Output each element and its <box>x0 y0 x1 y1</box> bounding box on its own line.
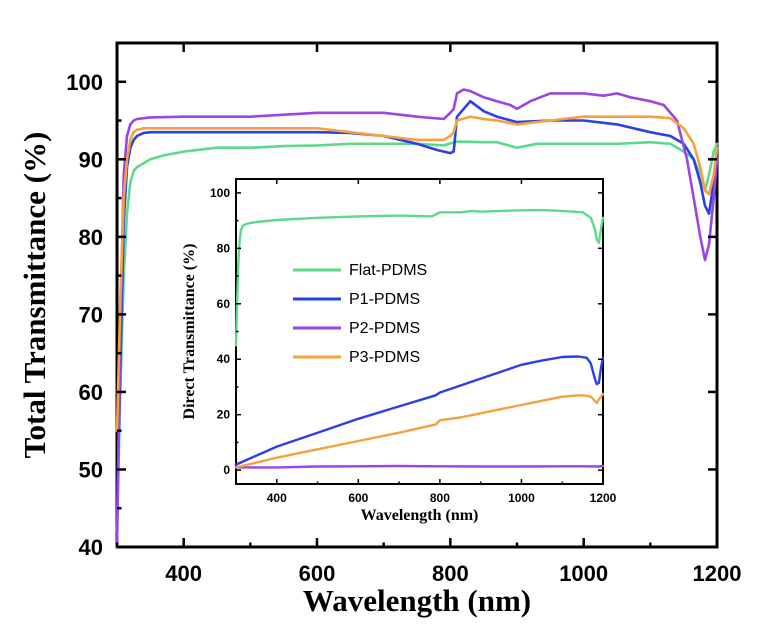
main-series-line-p2-pdms <box>115 88 719 549</box>
inset-plot-frame <box>235 178 604 485</box>
main-y-tick-label: 60 <box>79 380 103 405</box>
inset-y-tick-label: 40 <box>217 352 231 366</box>
inset-y-axis-title: Direct Transmittance (%) <box>181 244 198 420</box>
main-y-tick-label: 70 <box>79 302 103 327</box>
main-series-line-p3-pdms <box>115 115 719 432</box>
main-y-tick-label: 100 <box>66 70 103 95</box>
inset-x-tick-label: 1000 <box>508 491 535 505</box>
main-y-tick-label: 80 <box>79 225 103 250</box>
inset-x-tick-label: 600 <box>348 491 368 505</box>
legend-label-flat-pdms: Flat-PDMS <box>349 262 427 279</box>
main-y-axis-title: Total Transmittance (%) <box>17 132 52 459</box>
main-y-tick-label: 40 <box>79 535 103 560</box>
legend-label-p1-pdms: P1-PDMS <box>349 291 420 308</box>
main-y-tick-label: 50 <box>79 457 103 482</box>
legend-label-p2-pdms: P2-PDMS <box>349 320 420 337</box>
inset-series-line-flat-pdms <box>234 208 605 347</box>
main-x-tick-label: 800 <box>432 561 469 586</box>
main-x-tick-label: 1000 <box>559 561 608 586</box>
inset-y-tick-label: 100 <box>210 186 230 200</box>
inset-y-tick-label: 80 <box>217 241 231 255</box>
main-x-tick-label: 1200 <box>693 561 742 586</box>
legend-label-p3-pdms: P3-PDMS <box>349 349 420 366</box>
inset-x-tick-label: 400 <box>267 491 287 505</box>
inset-y-tick-label: 20 <box>217 408 231 422</box>
inset-plot: 400 600 800 1000 1200 0 20 40 60 80 100 Wavelength … <box>181 178 617 524</box>
inset-x-tick-label: 1200 <box>590 491 617 505</box>
inset-y-tick-label: 0 <box>223 463 230 477</box>
inset-legend: Flat-PDMS P1-PDMS P2-PDMS P3-PDMS <box>293 262 427 366</box>
main-series-line-p1-pdms <box>115 99 719 518</box>
inset-series-line-p1-pdms <box>234 355 605 466</box>
main-y-tick-label: 90 <box>79 147 103 172</box>
inset-series-line-p2-pdms <box>234 464 605 469</box>
inset-y-tick-label: 60 <box>217 297 231 311</box>
inset-x-axis-title: Wavelength (nm) <box>361 507 479 524</box>
main-x-tick-label: 600 <box>299 561 336 586</box>
main-x-axis-title: Wavelength (nm) <box>303 583 531 618</box>
inset-x-tick-label: 800 <box>430 491 450 505</box>
main-x-tick-label: 400 <box>165 561 202 586</box>
inset-series-line-p3-pdms <box>234 392 605 469</box>
